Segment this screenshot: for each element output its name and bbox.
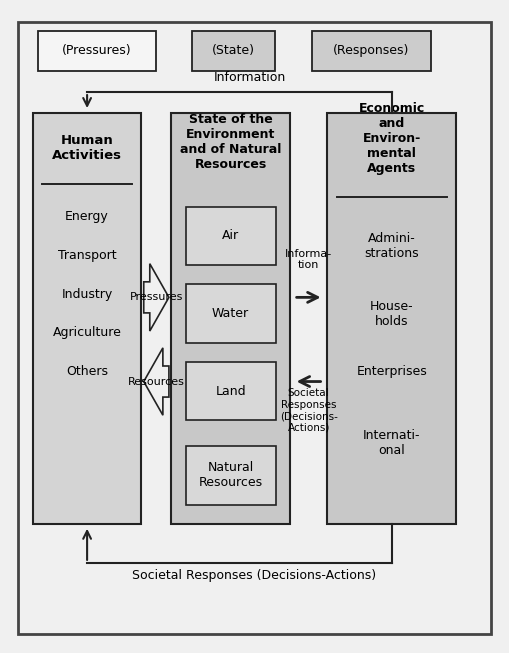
Text: Information: Information [213,71,286,84]
Text: Societal Responses (Decisions-Actions): Societal Responses (Decisions-Actions) [132,569,377,582]
Polygon shape [144,348,169,415]
Text: Air: Air [222,229,239,242]
FancyBboxPatch shape [38,31,156,71]
Text: (Responses): (Responses) [333,44,410,57]
FancyBboxPatch shape [327,113,456,524]
Text: (Pressures): (Pressures) [63,44,132,57]
FancyBboxPatch shape [186,285,275,343]
Text: Land: Land [215,385,246,398]
Text: Industry: Industry [62,287,112,300]
Text: Transport: Transport [58,249,117,262]
Text: State of the
Environment
and of Natural
Resources: State of the Environment and of Natural … [180,113,281,171]
Text: Admini-
strations: Admini- strations [364,232,419,260]
FancyBboxPatch shape [191,31,275,71]
Polygon shape [144,264,169,331]
Text: Agriculture: Agriculture [52,326,122,340]
Text: Internati-
onal: Internati- onal [363,429,420,457]
Text: Resources: Resources [128,377,185,387]
Text: (State): (State) [212,44,254,57]
FancyBboxPatch shape [172,113,290,524]
FancyBboxPatch shape [18,22,491,634]
Text: Energy: Energy [65,210,109,223]
FancyBboxPatch shape [313,31,431,71]
FancyBboxPatch shape [186,446,275,505]
FancyBboxPatch shape [186,207,275,265]
Text: Natural
Resources: Natural Resources [199,462,263,489]
Text: Pressures: Pressures [130,293,183,302]
Text: Human
Activities: Human Activities [52,135,122,163]
FancyBboxPatch shape [33,113,141,524]
Text: Water: Water [212,307,249,320]
Text: Societal
Responses
(Decisions-
Actions): Societal Responses (Decisions- Actions) [279,388,337,433]
FancyBboxPatch shape [186,362,275,421]
Text: Economic
and
Environ-
mental
Agents: Economic and Environ- mental Agents [358,103,425,175]
Text: Others: Others [66,365,108,378]
Text: Enterprises: Enterprises [356,365,427,378]
Text: House-
holds: House- holds [370,300,413,328]
Text: Informa-
tion: Informa- tion [285,249,332,270]
